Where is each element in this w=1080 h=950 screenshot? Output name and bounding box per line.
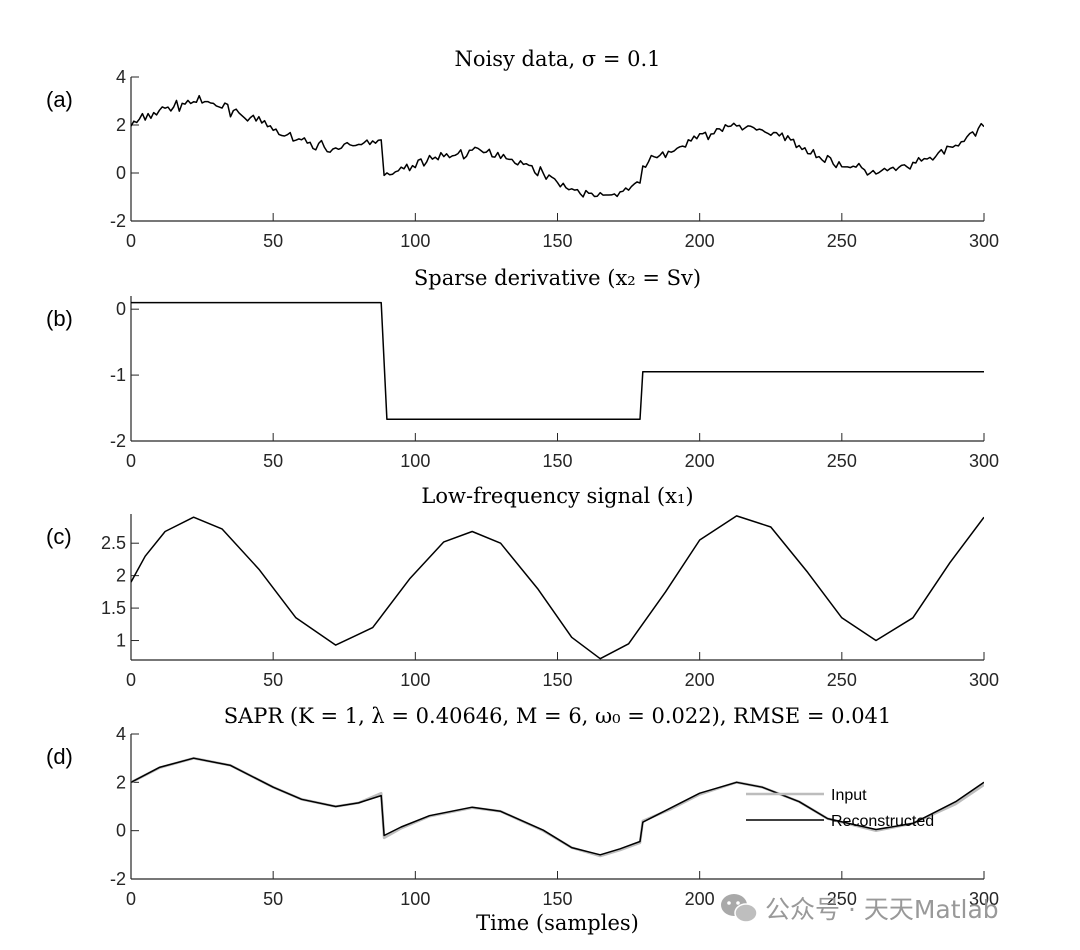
x-tick-label: 250	[827, 670, 857, 690]
y-tick-label: 4	[116, 724, 126, 744]
x-tick-label: 300	[969, 889, 999, 909]
y-tick-label: 1	[116, 631, 126, 651]
panel-title-b: Sparse derivative (x₂ = Sv)	[414, 266, 701, 290]
x-tick-label: 200	[685, 670, 715, 690]
series-line	[131, 301, 984, 421]
wechat-icon	[721, 894, 758, 923]
y-tick-label: 1.5	[101, 598, 126, 618]
legend-label: Reconstructed	[831, 813, 934, 830]
y-tick-label: 2.5	[101, 533, 126, 553]
x-tick-label: 100	[400, 451, 430, 471]
x-tick-label: 250	[827, 451, 857, 471]
x-tick-label: 50	[263, 889, 283, 909]
x-tick-label: 150	[542, 451, 572, 471]
panel-d: SAPR (K = 1, λ = 0.40646, M = 6, ω₀ = 0.…	[46, 704, 999, 935]
y-tick-label: 4	[116, 67, 126, 87]
panel-title-c: Low-frequency signal (x₁)	[421, 484, 693, 508]
y-tick-label: -1	[110, 365, 126, 385]
wechat-eye	[727, 901, 731, 905]
y-tick-label: -2	[110, 869, 126, 889]
x-tick-label: 300	[969, 670, 999, 690]
x-tick-label: 100	[400, 889, 430, 909]
panel-label-c: (c)	[46, 524, 72, 549]
x-tick-label: 0	[126, 889, 136, 909]
x-axis-label: Time (samples)	[476, 911, 639, 935]
panel-a: Noisy data, σ = 0.1 (a) 0 50 100 150 200 250 300…	[46, 47, 999, 251]
panel-label-b: (b)	[46, 306, 73, 331]
x-tick-label: 200	[685, 889, 715, 909]
x-tick-label: 200	[685, 231, 715, 251]
legend-label: Input	[831, 787, 867, 804]
panel-b: Sparse derivative (x₂ = Sv) (b) 0 50 100 150 2…	[46, 266, 999, 471]
x-tick-label: 50	[263, 231, 283, 251]
y-tick-label: 0	[116, 821, 126, 841]
series-line-input	[131, 756, 984, 858]
x-tick-label: 150	[542, 231, 572, 251]
x-tick-label: 100	[400, 670, 430, 690]
x-tick-label: 50	[263, 451, 283, 471]
series-line-reconstructed	[131, 757, 984, 856]
x-tick-label: 150	[542, 670, 572, 690]
y-tick-label: 0	[116, 163, 126, 183]
x-tick-label: 0	[126, 670, 136, 690]
y-tick-label: 0	[116, 299, 126, 319]
x-tick-label: 300	[969, 231, 999, 251]
y-tick-label: 2	[116, 566, 126, 586]
panel-label-a: (a)	[46, 87, 73, 112]
y-tick-label: -2	[110, 431, 126, 451]
x-tick-label: 250	[827, 889, 857, 909]
y-tick-label: 2	[116, 115, 126, 135]
x-tick-label: 200	[685, 451, 715, 471]
x-tick-label: 0	[126, 231, 136, 251]
y-tick-label: -2	[110, 211, 126, 231]
panel-title-a: Noisy data, σ = 0.1	[454, 47, 660, 71]
watermark: 公众号 · 天天Matlab	[721, 894, 999, 924]
x-tick-label: 150	[542, 889, 572, 909]
panel-title-d: SAPR (K = 1, λ = 0.40646, M = 6, ω₀ = 0.…	[224, 704, 892, 728]
x-tick-label: 250	[827, 231, 857, 251]
wechat-bubble-small	[734, 903, 758, 923]
series-line	[131, 515, 984, 660]
series-line	[131, 94, 984, 198]
x-tick-label: 50	[263, 670, 283, 690]
panel-c: Low-frequency signal (x₁) (c) 0 50 100 150 200…	[46, 484, 999, 690]
wechat-eye	[736, 901, 740, 905]
panel-label-d: (d)	[46, 744, 73, 769]
y-tick-label: 2	[116, 772, 126, 792]
x-tick-label: 0	[126, 451, 136, 471]
watermark-text: 公众号 · 天天Matlab	[765, 895, 999, 924]
x-tick-label: 100	[400, 231, 430, 251]
x-tick-label: 300	[969, 451, 999, 471]
